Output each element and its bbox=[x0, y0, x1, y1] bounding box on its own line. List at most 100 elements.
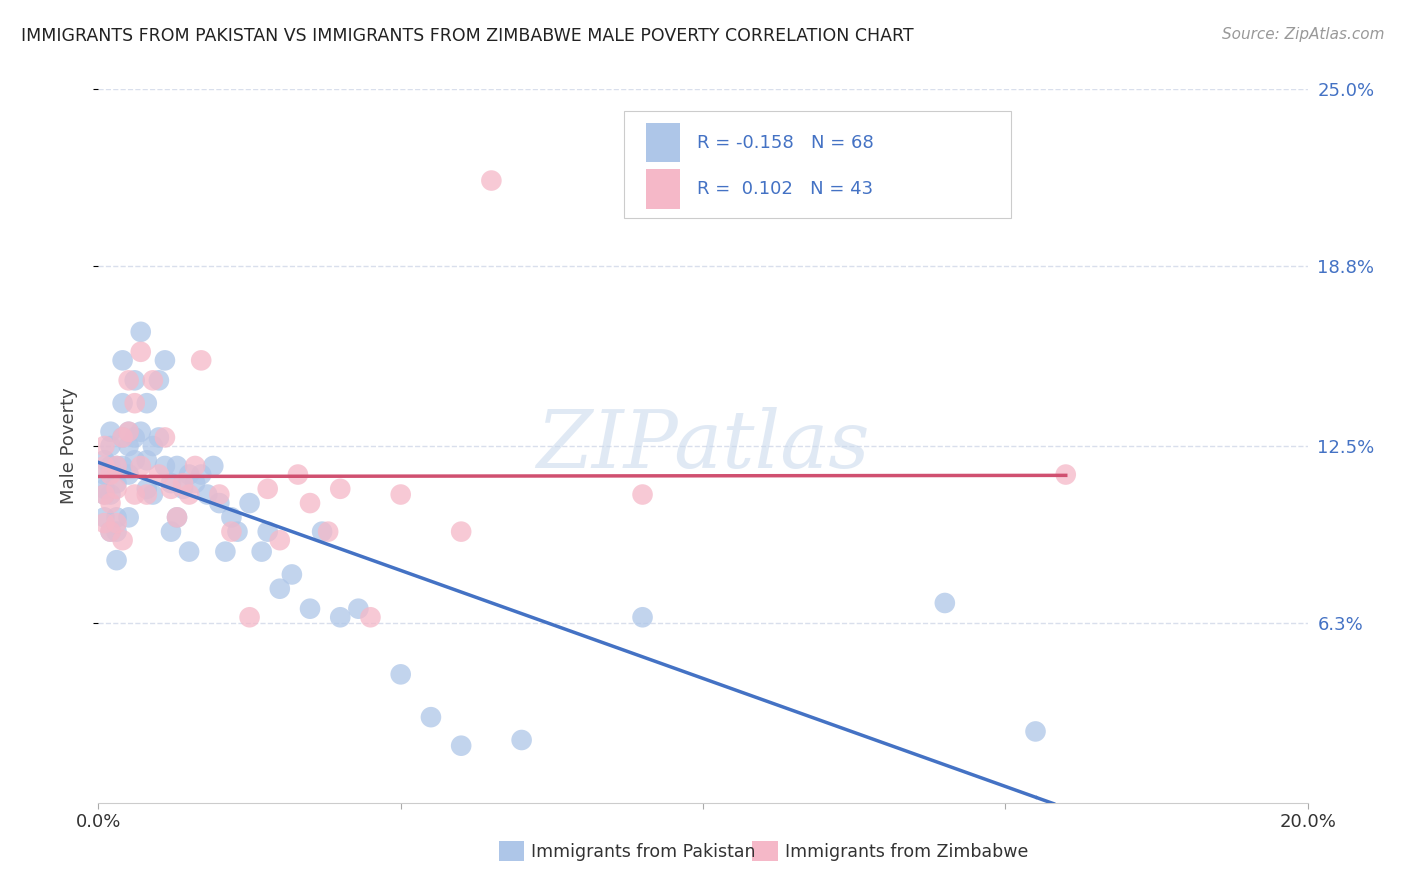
Point bbox=[129, 425, 152, 439]
Y-axis label: Male Poverty: Male Poverty bbox=[59, 388, 77, 504]
Point bbox=[934, 596, 956, 610]
Point bbox=[329, 482, 352, 496]
Point bbox=[631, 610, 654, 624]
Point bbox=[142, 439, 165, 453]
Point bbox=[166, 510, 188, 524]
Point bbox=[195, 487, 218, 501]
Point bbox=[360, 610, 382, 624]
Point bbox=[129, 344, 152, 359]
Point bbox=[481, 173, 503, 187]
Point bbox=[172, 482, 194, 496]
Point bbox=[100, 524, 122, 539]
Point bbox=[239, 610, 262, 624]
Point bbox=[142, 487, 165, 501]
Point bbox=[93, 516, 115, 530]
Text: R =  0.102   N = 43: R = 0.102 N = 43 bbox=[697, 180, 873, 198]
Point bbox=[111, 533, 134, 548]
Point bbox=[389, 487, 412, 501]
Point bbox=[93, 453, 115, 467]
Point bbox=[105, 482, 128, 496]
Point bbox=[111, 430, 134, 444]
Point bbox=[100, 439, 122, 453]
Point bbox=[256, 482, 278, 496]
Point bbox=[105, 510, 128, 524]
Point bbox=[93, 458, 115, 473]
Point bbox=[347, 601, 370, 615]
Point bbox=[256, 524, 278, 539]
Point bbox=[160, 524, 183, 539]
Point bbox=[184, 476, 207, 491]
Point bbox=[124, 396, 146, 410]
Point bbox=[148, 373, 170, 387]
Point bbox=[93, 487, 115, 501]
Point bbox=[329, 610, 352, 624]
Point bbox=[184, 458, 207, 473]
Point bbox=[105, 524, 128, 539]
Point bbox=[118, 373, 141, 387]
Point bbox=[153, 458, 176, 473]
Point bbox=[135, 453, 157, 467]
Text: ZIPatlas: ZIPatlas bbox=[536, 408, 870, 484]
Point bbox=[93, 467, 115, 482]
Point bbox=[100, 524, 122, 539]
Point bbox=[269, 533, 291, 548]
Point bbox=[160, 476, 183, 491]
Point bbox=[420, 710, 443, 724]
Point bbox=[221, 510, 243, 524]
Point bbox=[389, 667, 412, 681]
Point bbox=[148, 467, 170, 482]
Point bbox=[172, 476, 194, 491]
Point bbox=[299, 496, 322, 510]
Point bbox=[160, 482, 183, 496]
Point bbox=[135, 396, 157, 410]
Text: Immigrants from Zimbabwe: Immigrants from Zimbabwe bbox=[785, 843, 1028, 861]
Point bbox=[179, 544, 201, 558]
Point bbox=[135, 487, 157, 501]
Point bbox=[311, 524, 333, 539]
Point bbox=[100, 496, 122, 510]
Point bbox=[105, 476, 128, 491]
Point bbox=[269, 582, 291, 596]
Point bbox=[93, 439, 115, 453]
Point bbox=[190, 353, 212, 368]
Point bbox=[179, 487, 201, 501]
Point bbox=[179, 467, 201, 482]
Point bbox=[166, 510, 188, 524]
FancyBboxPatch shape bbox=[624, 111, 1011, 218]
Point bbox=[105, 458, 128, 473]
Point bbox=[124, 430, 146, 444]
Point bbox=[124, 487, 146, 501]
Point bbox=[100, 467, 122, 482]
Point bbox=[166, 458, 188, 473]
Point bbox=[450, 739, 472, 753]
Text: R = -0.158   N = 68: R = -0.158 N = 68 bbox=[697, 134, 873, 152]
Point bbox=[148, 430, 170, 444]
Point bbox=[287, 467, 309, 482]
Point bbox=[93, 510, 115, 524]
Point bbox=[214, 544, 236, 558]
Point bbox=[221, 524, 243, 539]
Point bbox=[142, 373, 165, 387]
Bar bbox=[647, 123, 681, 162]
Point bbox=[118, 425, 141, 439]
Point bbox=[118, 439, 141, 453]
Point bbox=[111, 353, 134, 368]
Point bbox=[111, 430, 134, 444]
Point bbox=[510, 733, 533, 747]
Point bbox=[281, 567, 304, 582]
Text: IMMIGRANTS FROM PAKISTAN VS IMMIGRANTS FROM ZIMBABWE MALE POVERTY CORRELATION CH: IMMIGRANTS FROM PAKISTAN VS IMMIGRANTS F… bbox=[21, 27, 914, 45]
Text: Immigrants from Pakistan: Immigrants from Pakistan bbox=[531, 843, 756, 861]
Point bbox=[111, 396, 134, 410]
Point bbox=[105, 516, 128, 530]
Point bbox=[129, 325, 152, 339]
Point bbox=[118, 425, 141, 439]
Point bbox=[118, 467, 141, 482]
Point bbox=[124, 453, 146, 467]
Point bbox=[190, 467, 212, 482]
Point bbox=[208, 487, 231, 501]
Point bbox=[239, 496, 262, 510]
Point bbox=[118, 510, 141, 524]
Point bbox=[316, 524, 339, 539]
Point bbox=[100, 487, 122, 501]
Point bbox=[124, 373, 146, 387]
